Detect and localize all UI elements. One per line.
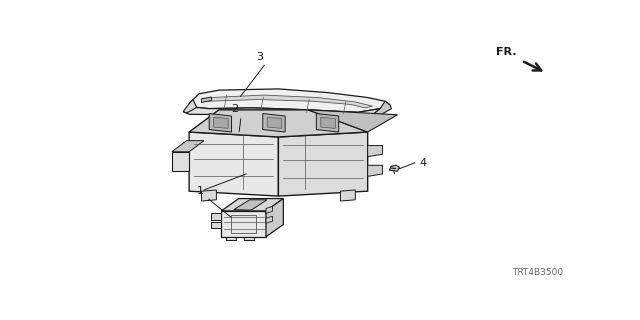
Polygon shape	[268, 117, 282, 128]
Polygon shape	[172, 141, 204, 152]
Polygon shape	[321, 117, 335, 128]
Polygon shape	[211, 213, 221, 220]
Polygon shape	[214, 117, 228, 128]
Polygon shape	[208, 95, 372, 108]
Polygon shape	[368, 146, 383, 157]
Polygon shape	[172, 152, 189, 172]
Polygon shape	[266, 206, 273, 213]
Polygon shape	[340, 190, 355, 201]
Polygon shape	[211, 222, 221, 228]
Text: 3: 3	[257, 52, 264, 62]
Polygon shape	[244, 237, 253, 240]
Polygon shape	[202, 190, 216, 201]
Text: 2: 2	[232, 104, 239, 114]
Polygon shape	[221, 198, 284, 211]
Polygon shape	[209, 114, 232, 132]
Polygon shape	[189, 110, 368, 137]
Polygon shape	[372, 101, 392, 117]
Text: FR.: FR.	[496, 47, 516, 57]
Polygon shape	[234, 200, 267, 210]
Polygon shape	[183, 100, 196, 113]
Polygon shape	[263, 114, 285, 132]
Polygon shape	[308, 110, 397, 132]
Polygon shape	[183, 108, 380, 118]
Polygon shape	[189, 132, 278, 196]
Text: 4: 4	[420, 158, 427, 168]
Polygon shape	[368, 165, 383, 176]
Polygon shape	[189, 89, 390, 112]
Polygon shape	[202, 97, 211, 102]
Polygon shape	[221, 211, 266, 237]
Text: 1: 1	[197, 186, 204, 196]
Polygon shape	[316, 114, 339, 132]
Polygon shape	[266, 198, 284, 237]
Polygon shape	[227, 237, 236, 240]
Text: TRT4B3500: TRT4B3500	[513, 268, 564, 277]
Polygon shape	[266, 216, 273, 223]
Polygon shape	[390, 165, 399, 171]
Polygon shape	[278, 132, 368, 196]
